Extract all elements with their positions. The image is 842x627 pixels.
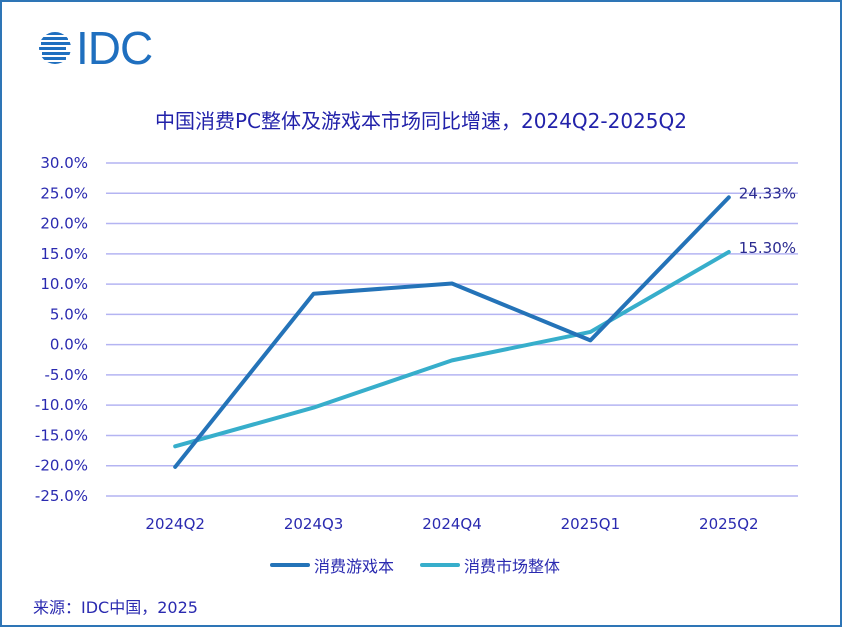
data-labels: 24.33% 15.30% <box>739 184 796 257</box>
y-tick-label: -5.0% <box>44 366 88 384</box>
x-tick-label: 2024Q2 <box>145 515 205 533</box>
legend: 消费游戏本 消费市场整体 <box>270 553 560 577</box>
idc-globe-icon <box>39 32 71 64</box>
chart-title: 中国消费PC整体及游戏本市场同比增速，2024Q2-2025Q2 <box>155 109 687 133</box>
legend-swatch-overall-market <box>420 563 461 567</box>
y-tick-label: -25.0% <box>35 487 88 505</box>
gridlines <box>106 162 798 497</box>
legend-label: 消费游戏本 <box>314 557 395 576</box>
legend-item-overall-market[interactable]: 消费市场整体 <box>420 553 560 577</box>
y-tick-label: 25.0% <box>40 184 88 202</box>
y-tick-label: 5.0% <box>50 305 88 323</box>
series-line[interactable] <box>173 250 731 449</box>
x-axis-labels: 2024Q2 2024Q3 2024Q4 2025Q1 2025Q2 <box>145 515 758 533</box>
y-tick-label: 10.0% <box>40 275 88 293</box>
x-tick-label: 2025Q2 <box>699 515 759 533</box>
x-tick-label: 2024Q4 <box>422 515 482 533</box>
data-label: 24.33% <box>739 184 796 202</box>
y-tick-label: 30.0% <box>40 154 88 172</box>
y-tick-label: 20.0% <box>40 215 88 233</box>
idc-logo-text: IDC <box>76 22 153 74</box>
legend-label: 消费市场整体 <box>464 557 561 576</box>
series-lines <box>173 195 731 469</box>
source-note: 来源：IDC中国，2025 <box>33 598 198 617</box>
y-tick-label: 15.0% <box>40 245 88 263</box>
y-axis-labels: 30.0% 25.0% 20.0% 15.0% 10.0% 5.0% 0.0% -5.0% -1… <box>35 154 88 505</box>
series-line[interactable] <box>173 195 731 469</box>
x-tick-label: 2024Q3 <box>284 515 344 533</box>
y-tick-label: -15.0% <box>35 426 88 444</box>
idc-logo: IDC <box>38 22 153 74</box>
legend-item-gaming-laptop[interactable]: 消费游戏本 <box>270 553 394 577</box>
x-tick-label: 2025Q1 <box>561 515 621 533</box>
legend-swatch-gaming-laptop <box>270 563 310 567</box>
data-label: 15.30% <box>739 239 796 257</box>
y-tick-label: -20.0% <box>35 457 88 475</box>
y-tick-label: -10.0% <box>35 396 88 414</box>
y-tick-label: 0.0% <box>50 336 88 354</box>
